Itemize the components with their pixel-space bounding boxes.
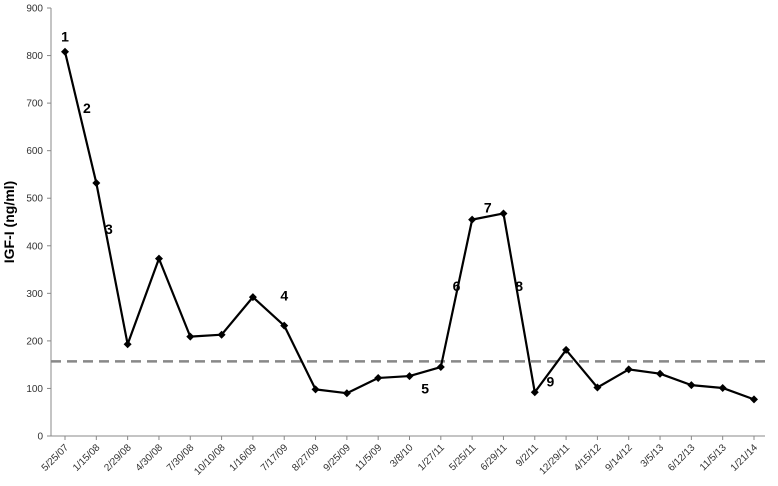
x-tick-label: 5/25/07 [40,442,72,474]
x-tick-label: 4/15/12 [572,442,604,474]
annotation-label: 7 [484,200,492,216]
x-tick-label: 9/2/11 [514,442,541,469]
x-tick-label: 4/30/08 [134,442,166,474]
data-point [154,254,163,263]
x-tick-label: 1/27/11 [416,442,447,473]
annotation-label: 3 [105,221,113,237]
annotation-label: 2 [83,100,91,116]
x-tick-label: 6/12/13 [666,442,698,474]
data-point [92,179,101,188]
x-tick-label: 11/5/13 [698,442,729,473]
annotation-label: 9 [547,373,555,389]
x-tick-label: 10/10/08 [192,442,228,478]
data-point [186,332,195,341]
data-point [530,388,539,397]
y-axis-label: IGF-I (ng/ml) [1,181,17,263]
x-tick-label: 9/14/12 [603,442,635,474]
x-tick-label: 3/8/10 [388,442,416,470]
x-tick-label: 1/21/14 [729,442,761,474]
x-tick-label: 8/27/09 [290,442,322,474]
y-tick-label: 400 [26,241,43,252]
data-point [687,381,696,390]
y-tick-label: 800 [26,51,43,62]
data-point [311,385,320,394]
data-point [61,47,69,56]
y-tick-label: 900 [26,4,43,15]
annotation-label: 5 [421,380,429,396]
axes: 0 100 200 300 400 500 600 700 800 900 5/25/07 1/15/… [26,4,765,478]
y-tick-label: 700 [26,99,43,110]
y-tick-label: 300 [26,289,43,300]
y-tick-label: 0 [37,432,43,443]
data-point [656,369,665,378]
data-point [750,395,758,404]
series-line [63,51,755,401]
data-point [248,293,257,302]
x-tick-label: 11/5/09 [353,442,384,473]
data-point [342,389,351,398]
y-tick-label: 100 [26,384,43,395]
x-tick-label: 1/16/09 [228,442,260,474]
x-tick-label: 9/25/09 [322,442,354,474]
annotation-label: 6 [453,278,461,294]
data-point [593,383,602,392]
x-tick-label: 12/29/11 [537,442,572,477]
y-tick-label: 500 [26,194,43,205]
annotation-layer: 1 2 3 4 5 6 7 8 9 [61,29,554,397]
annotation-label: 8 [515,278,523,294]
series-layer [61,47,758,404]
x-tick-label: 7/17/09 [259,442,291,474]
data-point [280,321,289,330]
data-point [436,363,445,372]
x-tick-label: 1/15/08 [71,442,103,474]
y-tick-label: 600 [26,146,43,157]
data-point [718,383,727,392]
y-tick-label: 200 [26,336,43,347]
data-point [123,340,132,349]
data-point [499,209,508,218]
annotation-label: 1 [61,29,69,45]
x-tick-label: 6/29/11 [479,442,510,473]
x-tick-label: 2/29/08 [102,442,134,474]
x-tick-label: 3/5/13 [639,442,667,470]
data-point [217,330,226,339]
annotation-label: 4 [280,288,288,304]
data-point [562,345,571,354]
data-point [624,365,633,374]
data-point [468,215,477,224]
x-tick-label: 5/25/11 [447,442,478,473]
data-point [405,372,414,381]
data-point [374,373,383,382]
